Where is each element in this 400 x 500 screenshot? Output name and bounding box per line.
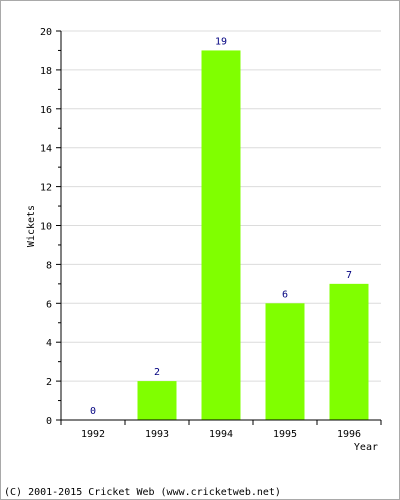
y-tick-label: 10 <box>40 222 52 233</box>
y-tick-label: 12 <box>40 183 52 194</box>
data-labels: 0 2 19 6 7 <box>90 36 352 417</box>
x-tick-label-1995: 1995 <box>273 429 297 440</box>
data-label-1994: 19 <box>215 36 227 47</box>
bars <box>137 50 369 420</box>
copyright-footer: (C) 2001-2015 Cricket Web (www.cricketwe… <box>4 487 281 498</box>
x-tick-label-1996: 1996 <box>337 429 361 440</box>
y-tick-label: 18 <box>40 66 52 77</box>
y-tick-label: 14 <box>40 144 52 155</box>
y-tick-label: 6 <box>46 299 52 310</box>
data-label-1992: 0 <box>90 406 96 417</box>
x-tick-labels: 1992 1993 1994 1995 1996 <box>60 420 382 440</box>
y-tick-label: 20 <box>40 27 52 38</box>
bar-1994 <box>201 50 241 420</box>
bar-1996 <box>329 283 369 420</box>
bar-1993 <box>137 381 177 420</box>
y-ticks: 0 2 4 6 8 10 12 14 16 18 20 <box>40 27 61 427</box>
data-label-1995: 6 <box>282 289 288 300</box>
data-label-1993: 2 <box>154 367 160 378</box>
y-tick-label: 8 <box>46 260 52 271</box>
y-tick-label: 0 <box>46 416 52 427</box>
data-label-1996: 7 <box>346 270 352 281</box>
x-tick-label-1993: 1993 <box>145 429 169 440</box>
x-tick-label-1992: 1992 <box>81 429 105 440</box>
y-tick-label: 4 <box>46 338 52 349</box>
bar-1995 <box>265 303 305 420</box>
y-tick-label: 16 <box>40 105 52 116</box>
x-tick-label-1994: 1994 <box>209 429 233 440</box>
y-tick-label: 2 <box>46 377 52 388</box>
y-axis-title: Wickets <box>26 205 37 247</box>
x-axis-title: Year <box>354 442 378 453</box>
